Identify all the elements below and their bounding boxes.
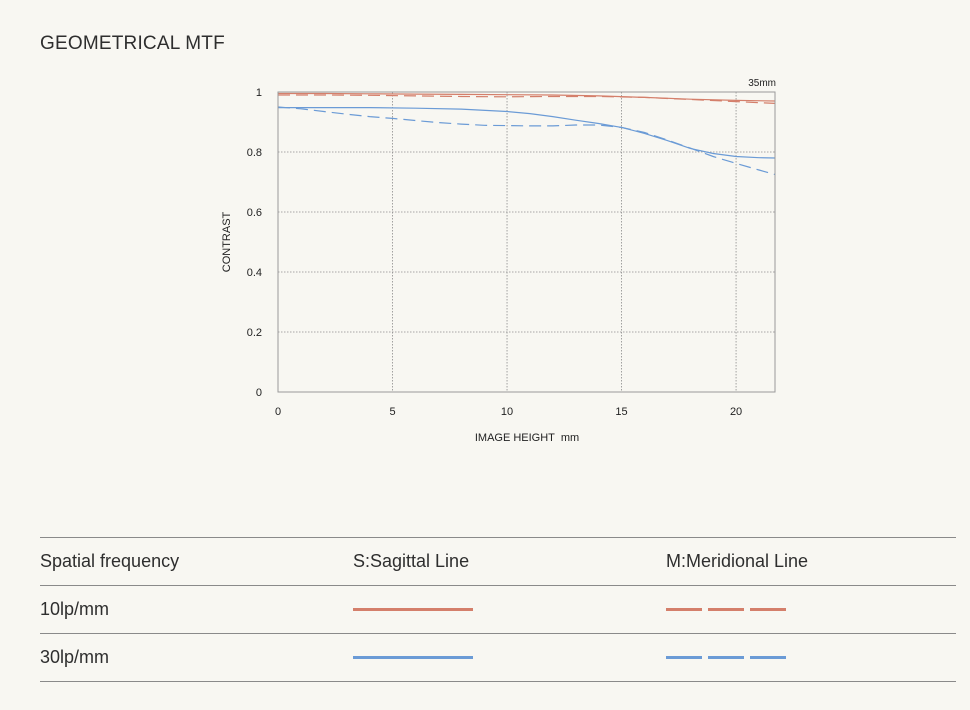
series-line-30lp-mm-m — [277, 106, 776, 176]
y-tick-label: 0.6 — [247, 207, 262, 219]
x-tick-label: 20 — [730, 406, 742, 418]
chart-ticks: 00.20.40.60.810 5 10 15 20 — [247, 87, 742, 418]
y-tick-label: 0 — [256, 387, 262, 399]
x-tick-label: 5 — [389, 406, 395, 418]
legend-header-meridional: M:Meridional Line — [666, 537, 956, 586]
mtf-chart: 00.20.40.60.810 5 10 15 20 35mm CONTRAST IMA… — [221, 78, 776, 444]
page-title: GEOMETRICAL MTF — [40, 33, 225, 54]
legend-header-frequency: Spatial frequency — [40, 537, 353, 586]
x-tick-label: 0 — [275, 406, 281, 418]
series-line-10lp-mm-m — [278, 94, 776, 104]
legend-swatch-30lp-meridional — [666, 656, 786, 659]
chart-grid — [278, 92, 775, 392]
chart-series — [277, 92, 776, 176]
x-tick-label: 10 — [501, 406, 513, 418]
y-tick-label: 0.2 — [247, 327, 262, 339]
legend-swatch-10lp-meridional — [666, 608, 786, 611]
x-tick-label: 15 — [615, 406, 627, 418]
legend-header-row: Spatial frequency S:Sagittal Line M:Meri… — [40, 537, 956, 586]
y-tick-label: 0.8 — [247, 147, 262, 159]
series-line-30lp-mm-s — [278, 106, 776, 159]
y-tick-label: 0.4 — [247, 267, 262, 279]
focal-length-label: 35mm — [748, 78, 776, 89]
plot-frame — [277, 91, 776, 393]
y-tick-label: 1 — [256, 87, 262, 99]
legend-row-label: 10lp/mm — [40, 585, 353, 634]
legend-row-label: 30lp/mm — [40, 633, 353, 682]
legend-swatch-30lp-sagittal — [353, 656, 473, 659]
legend-table: Spatial frequency S:Sagittal Line M:Meri… — [40, 537, 956, 682]
legend-swatch-10lp-sagittal — [353, 608, 473, 611]
legend-row-10lp: 10lp/mm — [40, 585, 956, 634]
legend-header-sagittal: S:Sagittal Line — [353, 537, 666, 586]
chart-frame — [277, 91, 776, 393]
x-axis-label: IMAGE HEIGHT mm — [475, 432, 579, 444]
legend-row-30lp: 30lp/mm — [40, 633, 956, 682]
y-axis-label: CONTRAST — [221, 211, 233, 272]
